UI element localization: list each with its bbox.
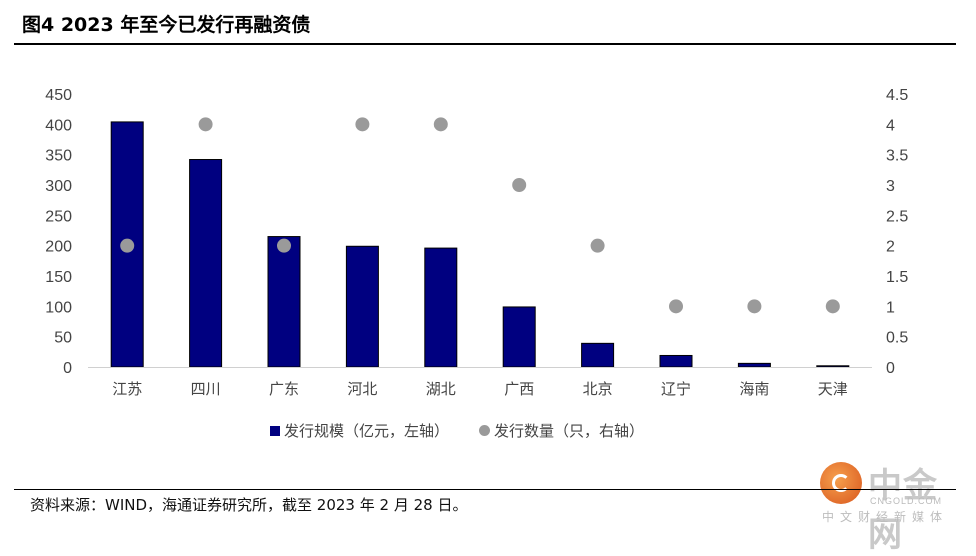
legend-item-dot: 发行数量（只，右轴） [479, 420, 644, 441]
bar-series [110, 121, 850, 368]
bar-辽宁 [659, 354, 693, 368]
watermark-sub: 中文财经新媒体 [822, 510, 949, 524]
left-tick-label: 200 [45, 239, 72, 256]
legend-bar-label: 发行规模（亿元，左轴） [284, 422, 450, 440]
right-tick-label: 0.5 [886, 330, 908, 347]
category-label: 辽宁 [661, 380, 691, 398]
category-label: 北京 [583, 380, 613, 398]
right-tick-label: 3.5 [886, 148, 908, 165]
bar-天津 [816, 365, 850, 368]
source-rule [14, 489, 956, 490]
dot-辽宁 [669, 299, 683, 314]
left-tick-label: 400 [45, 117, 72, 134]
dot-海南 [747, 299, 762, 314]
dot-天津 [825, 299, 840, 314]
legend: 发行规模（亿元，左轴） 发行数量（只，右轴） [270, 420, 644, 441]
bar-北京 [581, 342, 615, 368]
dot-江苏 [120, 238, 135, 253]
right-tick-label: 4.5 [886, 87, 908, 104]
left-tick-label: 450 [45, 87, 72, 104]
dot-北京 [590, 238, 605, 253]
legend-dot-swatch [479, 425, 491, 436]
legend-item-bar: 发行规模（亿元，左轴） [270, 420, 449, 441]
bar-湖北 [424, 247, 458, 368]
left-axis: 0 50 100 150 200 250 300 350 400 450 [45, 87, 72, 377]
dot-湖北 [433, 117, 448, 132]
left-tick-label: 100 [45, 299, 72, 316]
right-tick-label: 0 [886, 360, 895, 377]
legend-bar-swatch [270, 425, 280, 436]
category-label: 湖北 [426, 380, 456, 398]
category-label: 河北 [347, 380, 377, 398]
right-tick-label: 2 [886, 239, 895, 256]
category-label: 海南 [739, 380, 769, 398]
left-tick-label: 350 [45, 148, 72, 165]
category-label: 广西 [504, 380, 534, 398]
figure-title: 图4 2023 年至今已发行再融资债 [22, 14, 311, 36]
category-labels: 江苏 四川 广东 河北 湖北 广西 北京 辽宁 海南 天津 [112, 380, 848, 398]
dot-四川 [198, 117, 213, 132]
bar-河北 [345, 245, 379, 368]
dot-广西 [512, 178, 527, 192]
dot-广东 [277, 238, 291, 253]
right-tick-label: 1.5 [886, 269, 908, 286]
right-tick-label: 1 [886, 299, 895, 316]
title-rule [14, 43, 956, 45]
dot-series [120, 117, 840, 314]
bar-广西 [502, 306, 536, 368]
chart: 0 50 100 150 200 250 300 350 400 450 0 0.5 1 1.5 2 2.5… [45, 87, 908, 398]
right-tick-label: 2.5 [886, 208, 908, 225]
left-tick-label: 0 [63, 360, 72, 377]
watermark-main: 中金网 [868, 466, 938, 555]
watermark-url: CNGOLD.COM [870, 496, 943, 506]
legend-dot-label: 发行数量（只，右轴） [494, 422, 645, 440]
left-tick-label: 250 [45, 208, 72, 225]
right-tick-label: 3 [886, 178, 895, 195]
category-label: 江苏 [112, 380, 142, 398]
left-tick-label: 300 [45, 178, 72, 195]
bar-四川 [189, 159, 223, 368]
dot-河北 [355, 117, 370, 132]
bar-海南 [737, 362, 771, 368]
right-tick-label: 4 [886, 117, 895, 134]
category-label: 四川 [191, 380, 221, 398]
bar-广东 [267, 236, 301, 368]
left-tick-label: 150 [45, 269, 72, 286]
category-label: 广东 [269, 380, 299, 398]
watermark-circle-icon [820, 462, 862, 504]
category-label: 天津 [818, 380, 848, 398]
right-axis: 0 0.5 1 1.5 2 2.5 3 3.5 4 4.5 [886, 87, 908, 377]
source-note: 资料来源：WIND，海通证券研究所，截至 2023 年 2 月 28 日。 [30, 496, 468, 514]
left-tick-label: 50 [54, 330, 72, 347]
watermark-logo: 中金网 CNGOLD.COM 中文财经新媒体 [818, 458, 968, 555]
